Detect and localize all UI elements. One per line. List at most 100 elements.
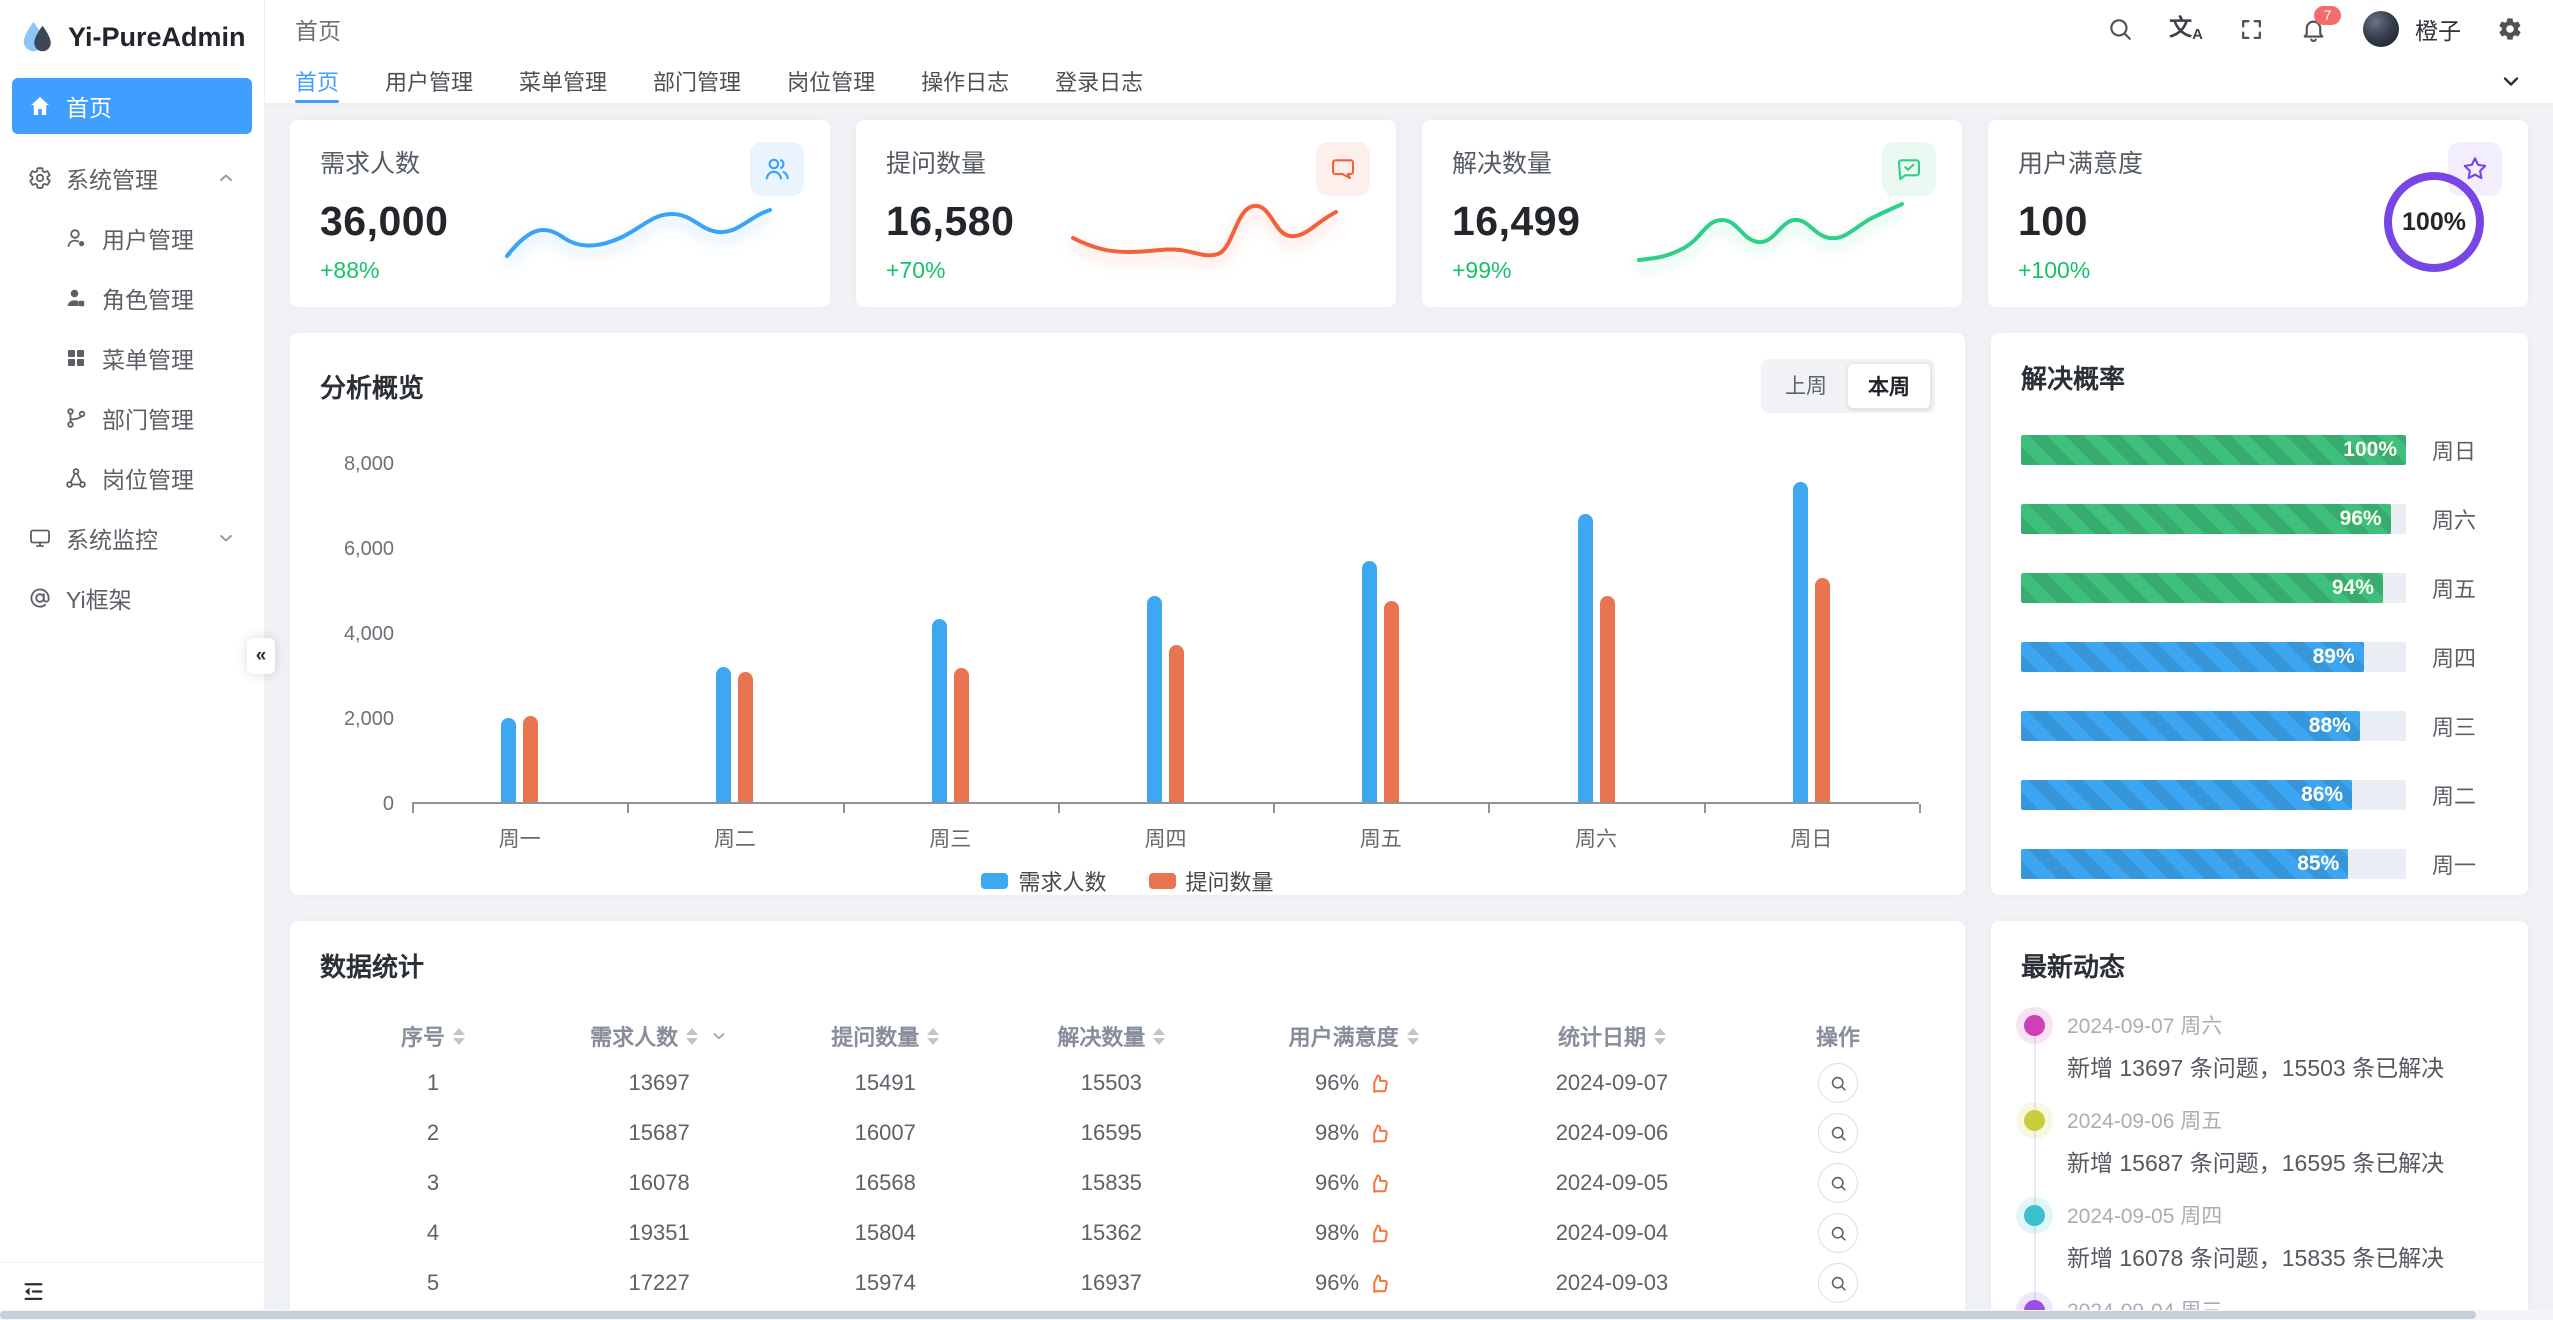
progress-day-label: 周日 xyxy=(2432,439,2477,464)
week-toggle-option[interactable]: 上周 xyxy=(1785,375,1827,398)
table-title: 数据统计 xyxy=(320,952,425,982)
sort-carets-icon[interactable] xyxy=(686,1027,699,1045)
sidebar-item[interactable]: 角色管理 xyxy=(12,270,252,326)
bar-提问数量[interactable] xyxy=(738,672,754,803)
tab-item[interactable]: 用户管理 xyxy=(385,69,474,95)
search-icon[interactable] xyxy=(2107,16,2133,42)
bar-需求人数[interactable] xyxy=(1146,596,1162,803)
bar-需求人数[interactable] xyxy=(1577,514,1593,803)
collapse-sidebar-button[interactable]: « xyxy=(247,638,275,674)
sidebar-item[interactable]: 部门管理 xyxy=(12,390,252,446)
table-row: 1 13697 15491 15503 96% 2024-09-07 xyxy=(320,1058,1935,1108)
table-row: 2 15687 16007 16595 98% 2024-09-06 xyxy=(320,1108,1935,1158)
timeline-item: 2024-09-05 周四 新增 16078 条问题，15835 条已解决 xyxy=(2021,1200,2498,1273)
main-area: 首页 文 A 7 橙子 首页 用户管理 菜单管理 部门管理 岗位管理操 xyxy=(265,0,2553,1320)
satisfaction-cell: 98% xyxy=(1224,1120,1482,1146)
bar-提问数量[interactable] xyxy=(523,716,539,803)
tab-item[interactable]: 首页 xyxy=(295,58,340,103)
table-header-cell[interactable]: 需求人数 xyxy=(546,1020,772,1052)
bar-提问数量[interactable] xyxy=(1384,601,1400,803)
stat-card-delta: +88% xyxy=(320,257,380,283)
sort-carets-icon[interactable] xyxy=(1406,1027,1419,1045)
table-header-cell[interactable]: 统计日期 xyxy=(1483,1020,1741,1052)
stat-card-value: 100 xyxy=(2018,198,2088,244)
filter-chevron-icon[interactable] xyxy=(710,1027,728,1045)
tab-item[interactable]: 岗位管理 xyxy=(787,69,876,95)
bar-需求人数[interactable] xyxy=(931,619,947,803)
tabs-dropdown-chevron-icon[interactable] xyxy=(2499,69,2523,93)
stat-card-icon-badge xyxy=(750,142,804,196)
progress-fill: 85% xyxy=(2021,849,2348,879)
progress-fill: 96% xyxy=(2021,504,2391,534)
table-header-cell[interactable]: 解决数量 xyxy=(998,1020,1224,1052)
progress-track: 86% xyxy=(2021,780,2406,810)
bar-group xyxy=(627,463,842,803)
sidebar-item[interactable]: 首页 xyxy=(12,78,252,134)
sort-carets-icon[interactable] xyxy=(927,1027,940,1045)
timeline-date: 2024-09-05 周四 xyxy=(2067,1205,2223,1228)
username[interactable]: 橙子 xyxy=(2415,18,2461,44)
solve-rate-card: 解决概率 100% 周日 96% 周六 94% 周五 89% 周四 88% 周三 86% 周二 85% 周… xyxy=(1991,333,2528,895)
legend-item[interactable]: 需求人数 xyxy=(981,865,1107,897)
menu-fold-icon[interactable] xyxy=(20,1278,47,1305)
table-cell: 19351 xyxy=(628,1220,690,1245)
tab-item[interactable]: 菜单管理 xyxy=(519,69,608,95)
avatar[interactable] xyxy=(2363,11,2399,47)
tab-item[interactable]: 登录日志 xyxy=(1055,69,1144,95)
bar-提问数量[interactable] xyxy=(1814,578,1830,803)
sparkline-chart xyxy=(1634,186,1934,283)
legend-item[interactable]: 提问数量 xyxy=(1148,865,1274,897)
bar-需求人数[interactable] xyxy=(1362,561,1378,803)
view-detail-button[interactable] xyxy=(1818,1113,1859,1153)
table-cell: 5 xyxy=(426,1270,440,1295)
sparkline-chart xyxy=(502,186,802,283)
branch-icon xyxy=(64,406,88,430)
stat-card: 解决数量 16,499 +99% xyxy=(1422,120,1962,307)
fullscreen-icon[interactable] xyxy=(2239,17,2264,42)
horizontal-scrollbar[interactable] xyxy=(0,1310,2553,1320)
sort-carets-icon[interactable] xyxy=(1653,1027,1666,1045)
table-header-cell[interactable]: 序号 xyxy=(320,1020,546,1052)
sidebar-item[interactable]: Yi框架 xyxy=(12,570,252,626)
settings-gear-icon[interactable] xyxy=(2497,16,2523,42)
timeline-dot xyxy=(2024,1110,2045,1131)
sort-carets-icon[interactable] xyxy=(453,1027,466,1045)
sort-carets-icon[interactable] xyxy=(1153,1027,1166,1045)
bar-提问数量[interactable] xyxy=(953,668,969,803)
sidebar-item[interactable]: 菜单管理 xyxy=(12,330,252,386)
app-title: Yi-PureAdmin xyxy=(68,21,246,52)
bar-提问数量[interactable] xyxy=(1599,596,1615,803)
bell-icon[interactable]: 7 xyxy=(2300,5,2341,43)
table-cell: 15687 xyxy=(628,1120,690,1145)
week-toggle-option[interactable]: 本周 xyxy=(1847,363,1931,409)
bar-需求人数[interactable] xyxy=(1792,482,1808,803)
notification-badge: 7 xyxy=(2314,5,2341,25)
view-detail-button[interactable] xyxy=(1818,1063,1859,1103)
table-header-cell[interactable]: 提问数量 xyxy=(772,1020,998,1052)
x-axis-label: 周三 xyxy=(929,828,972,851)
tab-item[interactable]: 部门管理 xyxy=(653,69,742,95)
bar-提问数量[interactable] xyxy=(1168,645,1184,803)
progress-fill: 94% xyxy=(2021,573,2383,603)
breadcrumb[interactable]: 首页 xyxy=(295,18,341,44)
view-detail-button[interactable] xyxy=(1818,1163,1859,1203)
scrollbar-thumb[interactable] xyxy=(0,1311,2477,1319)
translate-icon[interactable]: 文 A xyxy=(2169,13,2203,43)
satisfaction-cell: 96% xyxy=(1224,1070,1482,1096)
table-cell: 4 xyxy=(426,1220,440,1245)
view-detail-button[interactable] xyxy=(1818,1213,1859,1253)
sidebar-item[interactable]: 岗位管理 xyxy=(12,450,252,506)
bar-需求人数[interactable] xyxy=(716,667,732,803)
bar-需求人数[interactable] xyxy=(501,718,517,803)
sidebar-item[interactable]: 用户管理 xyxy=(12,210,252,266)
sidebar-item-label: 角色管理 xyxy=(102,287,194,313)
table-header-cell[interactable]: 用户满意度 xyxy=(1224,1020,1482,1052)
sidebar-item-label: 系统监控 xyxy=(66,527,158,553)
sidebar-item[interactable]: 系统监控 xyxy=(12,510,252,566)
bar-group xyxy=(412,463,627,803)
view-detail-button[interactable] xyxy=(1818,1263,1859,1303)
sparkline-chart xyxy=(1068,186,1368,283)
stat-card-icon-badge xyxy=(2448,142,2502,196)
sidebar-item[interactable]: 系统管理 xyxy=(12,150,252,206)
tab-item[interactable]: 操作日志 xyxy=(921,69,1010,95)
